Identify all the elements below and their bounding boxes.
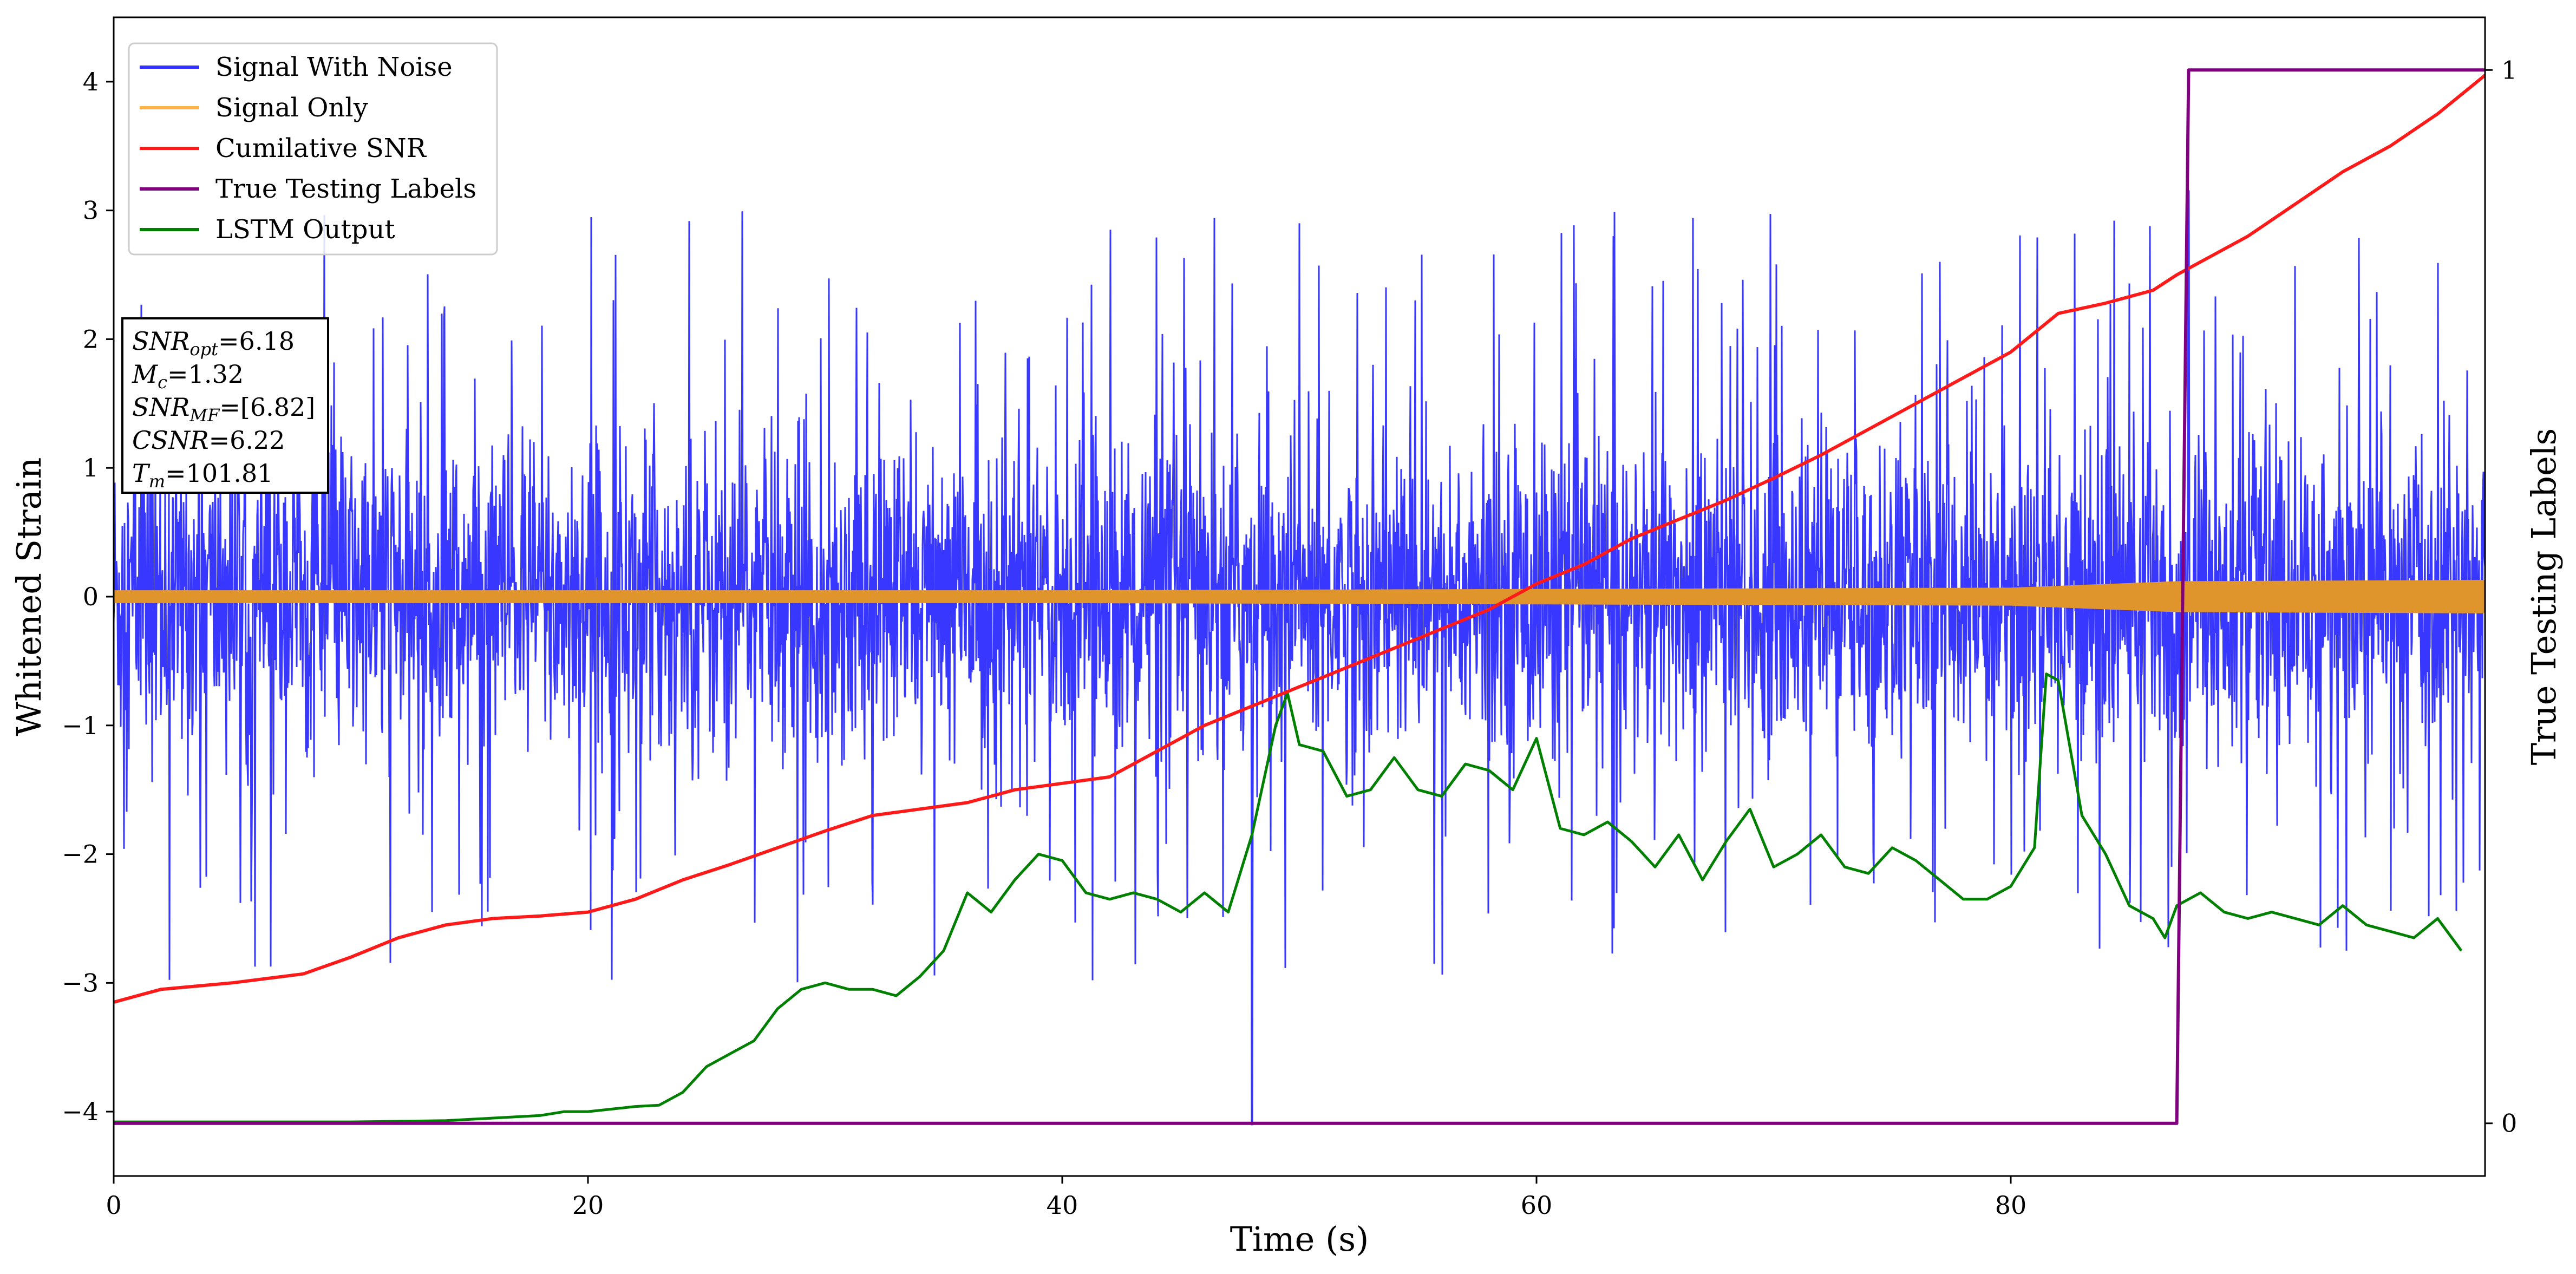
y-tick-label: 3 — [83, 196, 99, 225]
y-tick-label: −3 — [62, 968, 99, 997]
x-tick-label: 20 — [572, 1191, 604, 1220]
legend-label-signal-with-noise: Signal With Noise — [215, 52, 453, 82]
x-axis: 0 20 40 60 80 — [106, 1176, 2026, 1220]
annotation-line: CSNR=6.22 — [132, 426, 285, 455]
legend-box — [128, 42, 498, 256]
legend-label-signal-only: Signal Only — [215, 93, 368, 123]
legend-label-lstm-output: LSTM Output — [215, 214, 395, 245]
y-axis-right: 01 — [2485, 55, 2517, 1138]
y-axis-left: −4 −3 −2 −1 0 1 2 3 4 — [62, 67, 114, 1126]
plot-area — [114, 68, 2485, 1126]
x-axis-label: Time (s) — [1230, 1219, 1369, 1259]
x-tick-label: 80 — [1995, 1191, 2027, 1220]
annotation-line: SNRMF=[6.82] — [132, 393, 315, 426]
y2-tick-label: 1 — [2501, 55, 2517, 84]
legend-label-cumilative-snr: Cumilative SNR — [215, 133, 427, 164]
annotation-box — [121, 317, 329, 494]
annotation-line: SNRopt=6.18 — [132, 326, 295, 360]
y-tick-label: 0 — [83, 582, 99, 611]
y-tick-label: −1 — [62, 711, 99, 740]
legend: Signal With Noise Signal Only Cumilative S… — [128, 42, 498, 256]
series-true-testing-labels — [114, 68, 2485, 1125]
series-signal-with-noise — [114, 190, 2485, 1126]
annotation-line: Mc=1.32 — [132, 360, 244, 393]
y2-tick-label: 0 — [2501, 1109, 2517, 1138]
legend-label-true-testing-labels: True Testing Labels — [215, 174, 476, 204]
y-tick-label: −2 — [62, 840, 99, 869]
y2-axis-label: True Testing Labels — [2524, 428, 2564, 766]
y-tick-label: −4 — [62, 1097, 99, 1126]
series-signal-only — [114, 580, 2485, 613]
y-tick-label: 4 — [83, 67, 99, 96]
x-tick-label: 40 — [1047, 1191, 1078, 1220]
y-axis-label: Whitened Strain — [9, 458, 49, 736]
y-tick-label: 1 — [83, 453, 99, 482]
annotation-line: Tm=101.81 — [132, 459, 273, 492]
x-tick-label: 0 — [106, 1191, 121, 1220]
series-cumilative-snr — [114, 74, 2485, 1004]
x-tick-label: 60 — [1521, 1191, 1553, 1220]
series-lstm-output — [114, 672, 2463, 1123]
y-tick-label: 2 — [83, 324, 99, 354]
